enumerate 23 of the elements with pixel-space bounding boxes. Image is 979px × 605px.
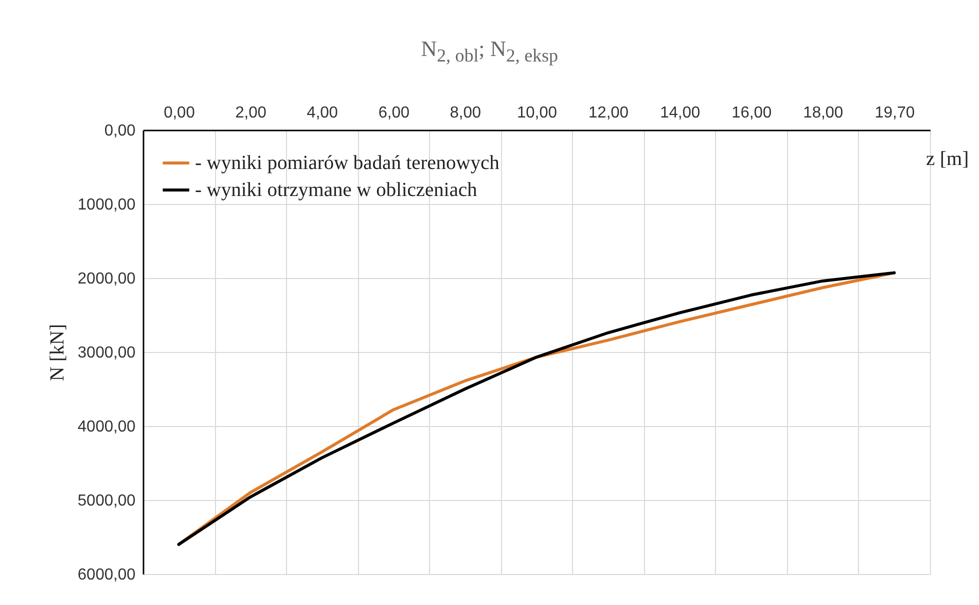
y-tick-label: 0,00 bbox=[104, 122, 136, 140]
x-tick-label: 19,70 bbox=[874, 104, 915, 122]
x-tick-label: 4,00 bbox=[306, 104, 338, 122]
y-tick-label: 1000,00 bbox=[78, 196, 136, 214]
legend-label: - wyniki otrzymane w obliczeniach bbox=[195, 179, 478, 201]
legend-label: - wyniki pomiarów badań terenowych bbox=[195, 152, 500, 174]
x-tick-label: 12,00 bbox=[588, 104, 629, 122]
x-tick-label: 14,00 bbox=[660, 104, 700, 122]
x-tick-label: 16,00 bbox=[732, 104, 772, 122]
y-tick-label: 5000,00 bbox=[78, 492, 136, 510]
x-tick-label: 8,00 bbox=[450, 104, 482, 122]
y-tick-label: 2000,00 bbox=[78, 270, 136, 288]
y-tick-label: 4000,00 bbox=[78, 418, 136, 436]
x-axis-title: z [m] bbox=[926, 148, 969, 171]
chart-title: N$_{2, obl}$; N$_{2, eksp}$ bbox=[420, 36, 560, 66]
x-tick-label: 18,00 bbox=[803, 104, 844, 122]
x-tick-label: 0,00 bbox=[164, 104, 195, 122]
x-tick-label: 2,00 bbox=[235, 104, 266, 122]
y-tick-label: 3000,00 bbox=[78, 344, 136, 362]
y-tick-label: 6000,00 bbox=[78, 566, 136, 584]
x-tick-label: 10,00 bbox=[516, 104, 558, 122]
x-tick-label: 6,00 bbox=[378, 104, 410, 122]
y-axis-title: N [kN] bbox=[46, 324, 69, 382]
